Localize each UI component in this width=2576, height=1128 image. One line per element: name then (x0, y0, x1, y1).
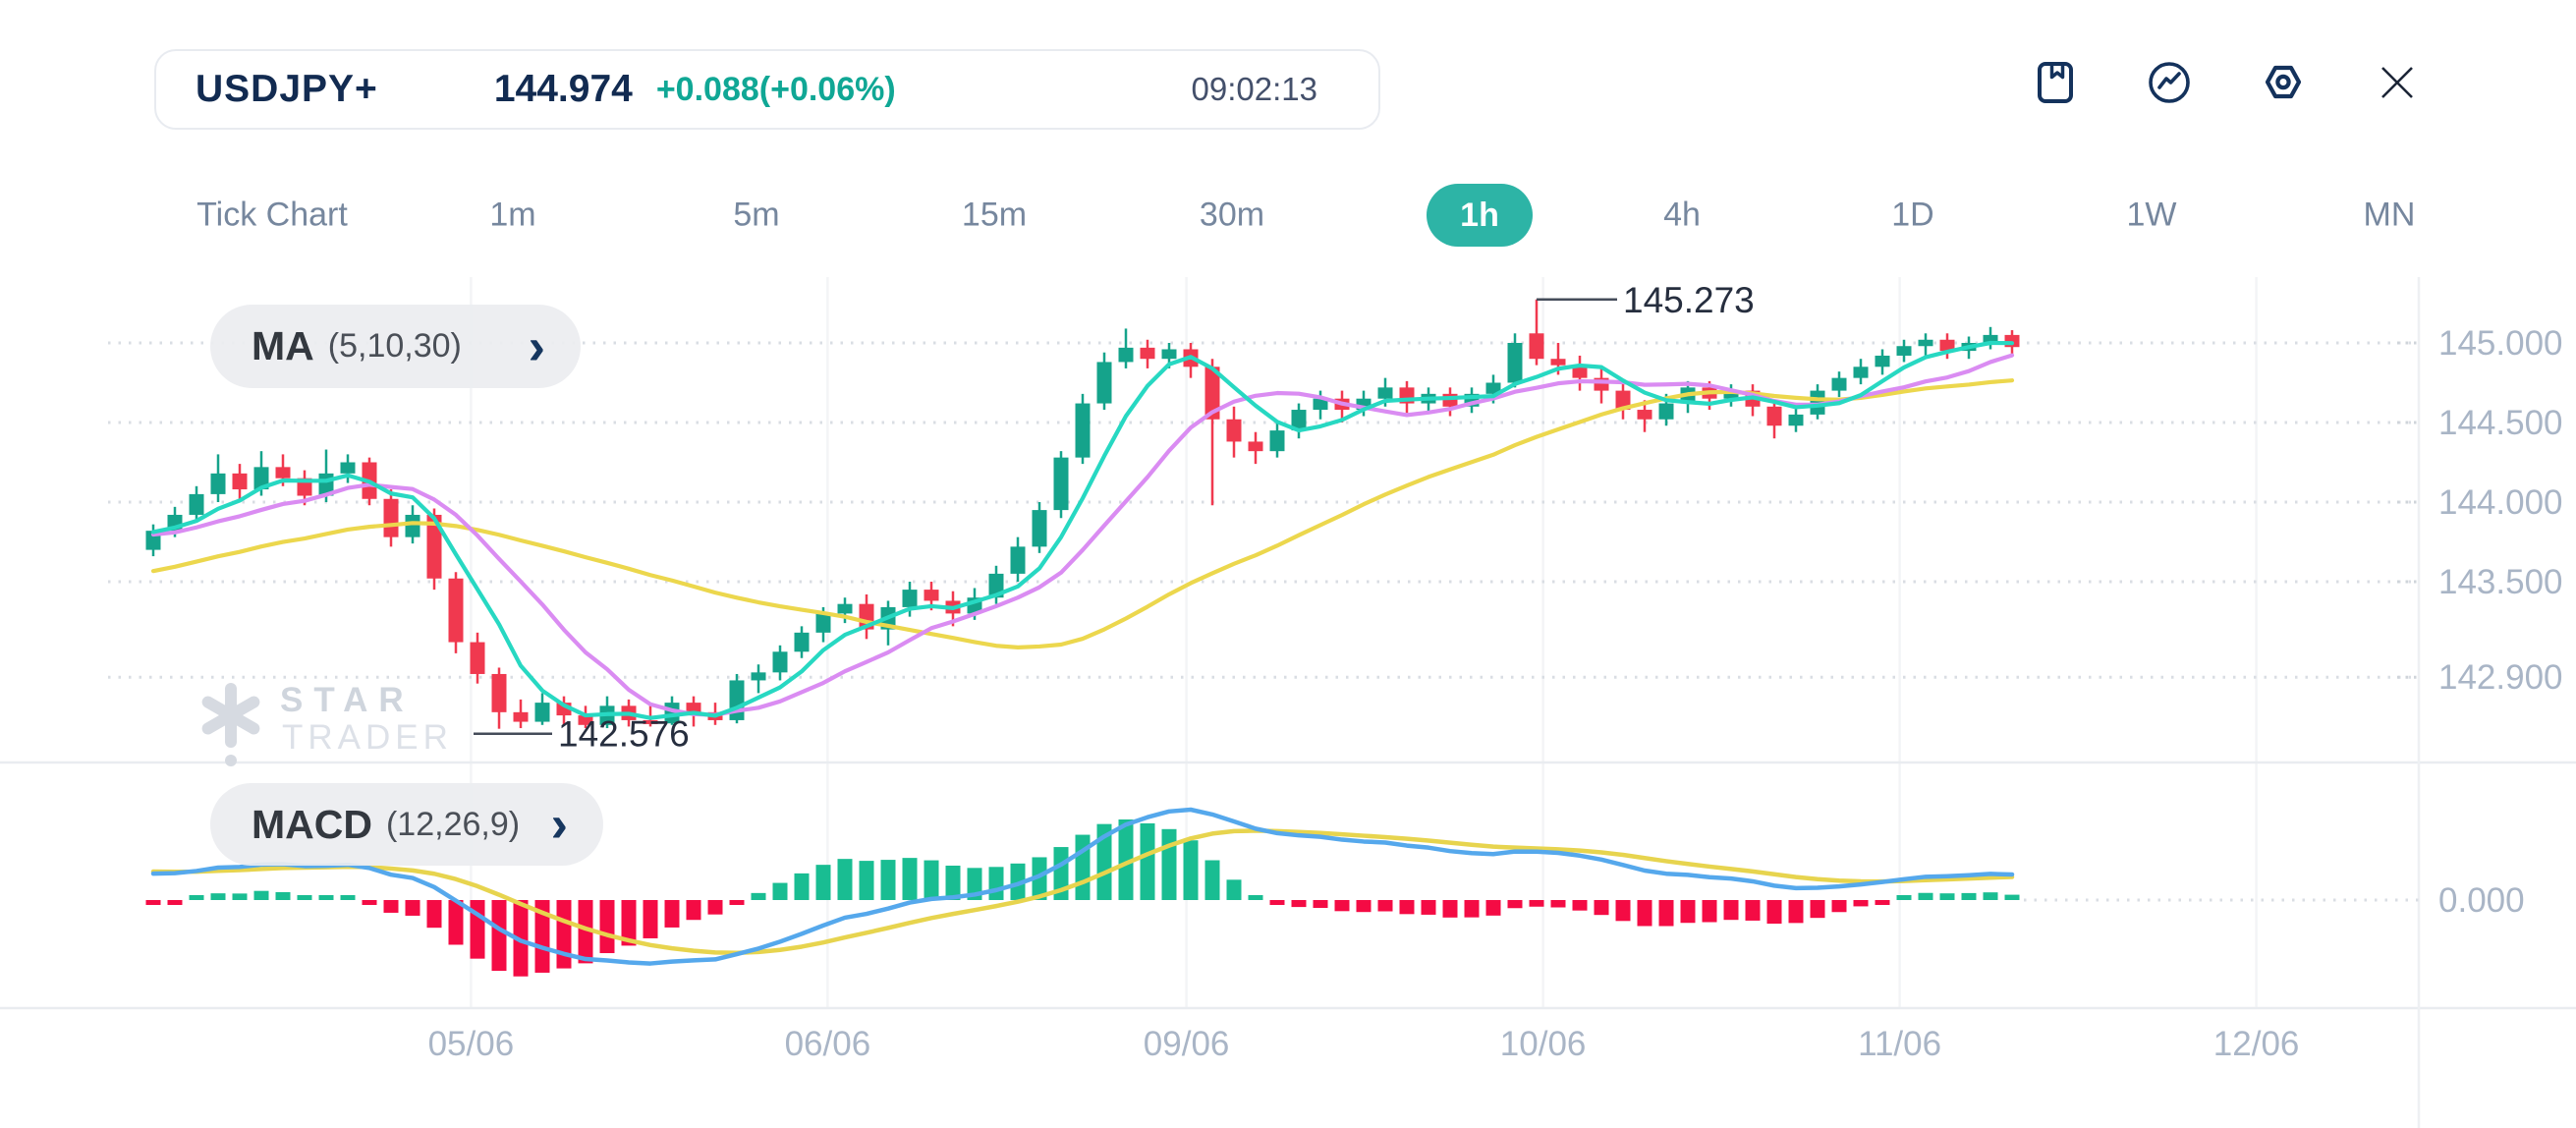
tab-1d[interactable]: 1D (1885, 196, 1939, 236)
ma-lines (150, 340, 2015, 720)
trend-circle-icon (2144, 57, 2195, 108)
price-change: +0.088(+0.06%) (655, 70, 896, 108)
ma-label: MA (252, 323, 314, 368)
svg-text:144.500: 144.500 (2438, 404, 2563, 442)
ma-params: (5,10,30) (327, 327, 462, 365)
svg-text:06/06: 06/06 (785, 1025, 871, 1063)
close-icon (2372, 57, 2423, 108)
ma-indicator-button[interactable]: MA (5,10,30) › (210, 305, 581, 388)
svg-text:145.273: 145.273 (1623, 280, 1755, 320)
last-price: 144.974 (493, 68, 633, 110)
price-gridlines: 145.000 144.500 144.000 143.500 142.900 (108, 324, 2563, 697)
tab-5m[interactable]: 5m (727, 196, 785, 236)
macd-label: MACD (252, 801, 372, 847)
svg-text:143.500: 143.500 (2438, 563, 2563, 601)
close-button[interactable] (2372, 57, 2423, 108)
tab-15m[interactable]: 15m (956, 196, 1033, 236)
svg-text:09/06: 09/06 (1144, 1025, 1230, 1063)
svg-text:142.576: 142.576 (558, 714, 690, 755)
svg-text:12/06: 12/06 (2213, 1025, 2300, 1063)
svg-text:TRADER: TRADER (282, 718, 453, 757)
settings-hexagon-icon (2258, 57, 2309, 108)
svg-text:144.000: 144.000 (2438, 483, 2563, 522)
svg-text:STAR: STAR (280, 681, 415, 719)
journal-bookmark-icon (2030, 57, 2081, 108)
tab-1m[interactable]: 1m (483, 196, 541, 236)
server-time: 09:02:13 (1191, 71, 1317, 107)
svg-text:10/06: 10/06 (1500, 1025, 1587, 1063)
svg-text:145.000: 145.000 (2438, 324, 2563, 363)
date-axis-labels: 05/06 06/06 09/06 10/06 11/06 12/06 (428, 1025, 2300, 1063)
tab-4h[interactable]: 4h (1657, 196, 1707, 236)
tab-mn[interactable]: MN (2358, 196, 2422, 236)
trend-indicator-button[interactable] (2144, 57, 2195, 108)
svg-text:142.900: 142.900 (2438, 658, 2563, 697)
svg-text:05/06: 05/06 (428, 1025, 515, 1063)
chart-toolbar (2030, 57, 2423, 108)
macd-histogram (145, 819, 2020, 977)
settings-button[interactable] (2258, 57, 2309, 108)
journal-bookmark-button[interactable] (2030, 57, 2081, 108)
macd-params: (12,26,9) (385, 805, 521, 843)
tab-tick-chart[interactable]: Tick Chart (191, 196, 354, 236)
macd-indicator-button[interactable]: MACD (12,26,9) › (210, 783, 603, 866)
quote-header: USDJPY+ 144.974 +0.088(+0.06%) 09:02:13 (154, 49, 1380, 130)
svg-text:11/06: 11/06 (1858, 1025, 1941, 1063)
svg-text:0.000: 0.000 (2438, 881, 2525, 920)
tab-1h[interactable]: 1h (1427, 184, 1533, 247)
price-annotations: 145.273 142.576 (474, 280, 1755, 755)
symbol-name: USDJPY+ (196, 68, 378, 110)
tab-1w[interactable]: 1W (2121, 196, 2183, 236)
macd-lines (150, 807, 2015, 966)
tab-30m[interactable]: 30m (1194, 196, 1270, 236)
